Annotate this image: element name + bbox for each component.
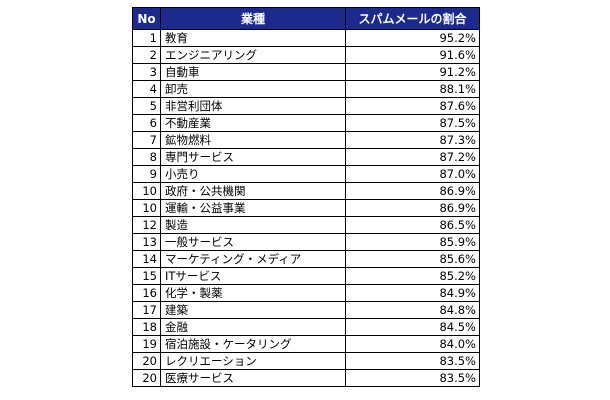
spam-rate-cell: 84.8% bbox=[345, 301, 480, 319]
rank-cell: 19 bbox=[132, 335, 161, 353]
spam-rate-cell: 86.9% bbox=[345, 199, 480, 217]
spam-rate-cell: 84.5% bbox=[345, 318, 480, 336]
industry-cell: 一般サービス bbox=[160, 233, 346, 251]
spam-rate-cell: 87.3% bbox=[345, 131, 480, 149]
industry-cell: エンジニアリング bbox=[160, 46, 346, 64]
table-row: 6 不動産業 87.5% bbox=[132, 114, 480, 132]
industry-cell: 製造 bbox=[160, 216, 346, 234]
spam-rate-cell: 85.2% bbox=[345, 267, 480, 285]
industry-cell: 運輸・公益事業 bbox=[160, 199, 346, 217]
industry-cell: 宿泊施設・ケータリング bbox=[160, 335, 346, 353]
spam-rate-cell: 87.2% bbox=[345, 148, 480, 166]
header-no: No bbox=[132, 7, 161, 30]
spam-rate-cell: 84.0% bbox=[345, 335, 480, 353]
rank-cell: 12 bbox=[132, 216, 161, 234]
spam-rate-cell: 91.6% bbox=[345, 46, 480, 64]
industry-cell: 専門サービス bbox=[160, 148, 346, 166]
spam-rate-cell: 86.9% bbox=[345, 182, 480, 200]
rank-cell: 9 bbox=[132, 165, 161, 183]
table-header: No 業種 スパムメールの割合 bbox=[132, 7, 480, 30]
table-row: 16 化学・製薬 84.9% bbox=[132, 284, 480, 302]
rank-cell: 16 bbox=[132, 284, 161, 302]
table-row: 20 医療サービス 83.5% bbox=[132, 369, 480, 387]
table-row: 18 金融 84.5% bbox=[132, 318, 480, 336]
spam-rate-cell: 95.2% bbox=[345, 29, 480, 47]
spam-rate-cell: 84.9% bbox=[345, 284, 480, 302]
rank-cell: 4 bbox=[132, 80, 161, 98]
rank-cell: 10 bbox=[132, 199, 161, 217]
table-row: 9 小売り 87.0% bbox=[132, 165, 480, 183]
rank-cell: 2 bbox=[132, 46, 161, 64]
header-spam-rate: スパムメールの割合 bbox=[345, 7, 480, 30]
industry-cell: 不動産業 bbox=[160, 114, 346, 132]
industry-cell: 建築 bbox=[160, 301, 346, 319]
spam-rate-table: No 業種 スパムメールの割合 1 教育 95.2% 2 エンジニアリング 91… bbox=[132, 7, 480, 387]
table-row: 3 自動車 91.2% bbox=[132, 63, 480, 81]
table-row: 2 エンジニアリング 91.6% bbox=[132, 46, 480, 64]
header-row: No 業種 スパムメールの割合 bbox=[132, 7, 480, 30]
spam-rate-cell: 91.2% bbox=[345, 63, 480, 81]
table-row: 4 卸売 88.1% bbox=[132, 80, 480, 98]
rank-cell: 15 bbox=[132, 267, 161, 285]
table-body: 1 教育 95.2% 2 エンジニアリング 91.6% 3 自動車 91.2% … bbox=[132, 29, 480, 387]
spam-rate-cell: 86.5% bbox=[345, 216, 480, 234]
spam-rate-cell: 83.5% bbox=[345, 352, 480, 370]
table-row: 5 非営利団体 87.6% bbox=[132, 97, 480, 115]
industry-cell: 化学・製薬 bbox=[160, 284, 346, 302]
table-row: 14 マーケティング・メディア 85.6% bbox=[132, 250, 480, 268]
table-row: 17 建築 84.8% bbox=[132, 301, 480, 319]
industry-cell: 金融 bbox=[160, 318, 346, 336]
spam-rate-cell: 87.0% bbox=[345, 165, 480, 183]
spam-rate-cell: 87.5% bbox=[345, 114, 480, 132]
industry-cell: 自動車 bbox=[160, 63, 346, 81]
rank-cell: 7 bbox=[132, 131, 161, 149]
spam-rate-cell: 87.6% bbox=[345, 97, 480, 115]
industry-cell: マーケティング・メディア bbox=[160, 250, 346, 268]
table-row: 19 宿泊施設・ケータリング 84.0% bbox=[132, 335, 480, 353]
spam-rate-cell: 83.5% bbox=[345, 369, 480, 387]
table-row: 7 鉱物燃料 87.3% bbox=[132, 131, 480, 149]
rank-cell: 18 bbox=[132, 318, 161, 336]
industry-cell: 政府・公共機関 bbox=[160, 182, 346, 200]
table-row: 1 教育 95.2% bbox=[132, 29, 480, 47]
industry-cell: 小売り bbox=[160, 165, 346, 183]
industry-cell: 医療サービス bbox=[160, 369, 346, 387]
table-row: 20 レクリエーション 83.5% bbox=[132, 352, 480, 370]
industry-cell: 卸売 bbox=[160, 80, 346, 98]
rank-cell: 20 bbox=[132, 369, 161, 387]
table-row: 15 ITサービス 85.2% bbox=[132, 267, 480, 285]
rank-cell: 10 bbox=[132, 182, 161, 200]
header-industry: 業種 bbox=[160, 7, 346, 30]
rank-cell: 5 bbox=[132, 97, 161, 115]
rank-cell: 13 bbox=[132, 233, 161, 251]
rank-cell: 17 bbox=[132, 301, 161, 319]
industry-cell: レクリエーション bbox=[160, 352, 346, 370]
table-row: 10 政府・公共機関 86.9% bbox=[132, 182, 480, 200]
industry-cell: 鉱物燃料 bbox=[160, 131, 346, 149]
table-row: 12 製造 86.5% bbox=[132, 216, 480, 234]
industry-cell: 非営利団体 bbox=[160, 97, 346, 115]
industry-cell: ITサービス bbox=[160, 267, 346, 285]
table-row: 10 運輸・公益事業 86.9% bbox=[132, 199, 480, 217]
spam-rate-cell: 88.1% bbox=[345, 80, 480, 98]
table-row: 13 一般サービス 85.9% bbox=[132, 233, 480, 251]
industry-cell: 教育 bbox=[160, 29, 346, 47]
rank-cell: 14 bbox=[132, 250, 161, 268]
spam-rate-cell: 85.9% bbox=[345, 233, 480, 251]
spam-rate-cell: 85.6% bbox=[345, 250, 480, 268]
rank-cell: 1 bbox=[132, 29, 161, 47]
table-row: 8 専門サービス 87.2% bbox=[132, 148, 480, 166]
rank-cell: 8 bbox=[132, 148, 161, 166]
rank-cell: 3 bbox=[132, 63, 161, 81]
rank-cell: 6 bbox=[132, 114, 161, 132]
spam-rate-table-container: No 業種 スパムメールの割合 1 教育 95.2% 2 エンジニアリング 91… bbox=[132, 7, 480, 387]
rank-cell: 20 bbox=[132, 352, 161, 370]
